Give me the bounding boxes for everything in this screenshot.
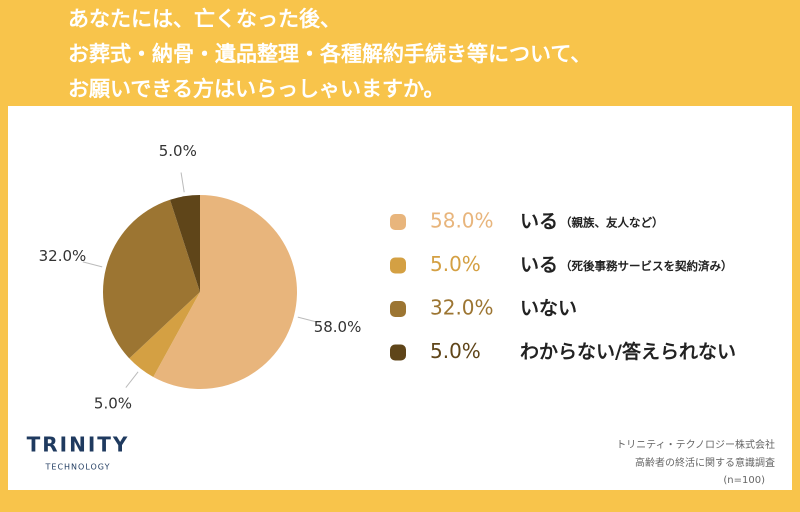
title-line: あなたには、亡くなった後、: [68, 7, 341, 31]
legend-value: 5.0%: [430, 252, 481, 276]
logo-sub: TECHNOLOGY: [45, 463, 111, 472]
legend-label: いる: [520, 211, 558, 233]
pie-slice: [103, 199, 200, 359]
legend-label: いる: [520, 254, 558, 276]
logo-name: TRINITY: [27, 433, 130, 457]
leader-line: [82, 261, 103, 268]
source-line: トリニティ・テクノロジー株式会社: [616, 438, 775, 451]
title-line: お願いできる方はいらっしゃいますか。: [68, 77, 445, 101]
title-line: お葬式・納骨・遺品整理・各種解約手続き等について、: [68, 42, 591, 66]
legend-label: いない: [520, 298, 577, 320]
pie-slice: [153, 195, 298, 389]
legend-swatch: [390, 214, 406, 230]
source-line: 高齢者の終活に関する意識調査: [635, 456, 775, 469]
slice-label: 5.0%: [94, 395, 132, 413]
legend-swatch: [390, 344, 406, 361]
slice-label: 58.0%: [314, 318, 362, 336]
legend-value: 58.0%: [430, 209, 494, 233]
legend-label: わからない/答えられない: [520, 340, 736, 363]
legend-swatch: [390, 257, 406, 274]
pie-slice: [129, 292, 200, 378]
leader-line: [297, 316, 318, 323]
legend-value: 5.0%: [430, 339, 481, 363]
legend-note: （死後事務サービスを契約済み）: [560, 259, 733, 273]
leader-line: [180, 172, 185, 193]
pie-slice: [170, 195, 200, 292]
slice-label: 32.0%: [39, 247, 87, 265]
slice-label: 5.0%: [159, 142, 197, 160]
source-line: (n=100): [723, 475, 765, 486]
leader-line: [125, 371, 139, 388]
legend-value: 32.0%: [430, 296, 494, 320]
legend-swatch: [390, 301, 406, 317]
legend-note: （親族、友人など）: [560, 216, 664, 230]
